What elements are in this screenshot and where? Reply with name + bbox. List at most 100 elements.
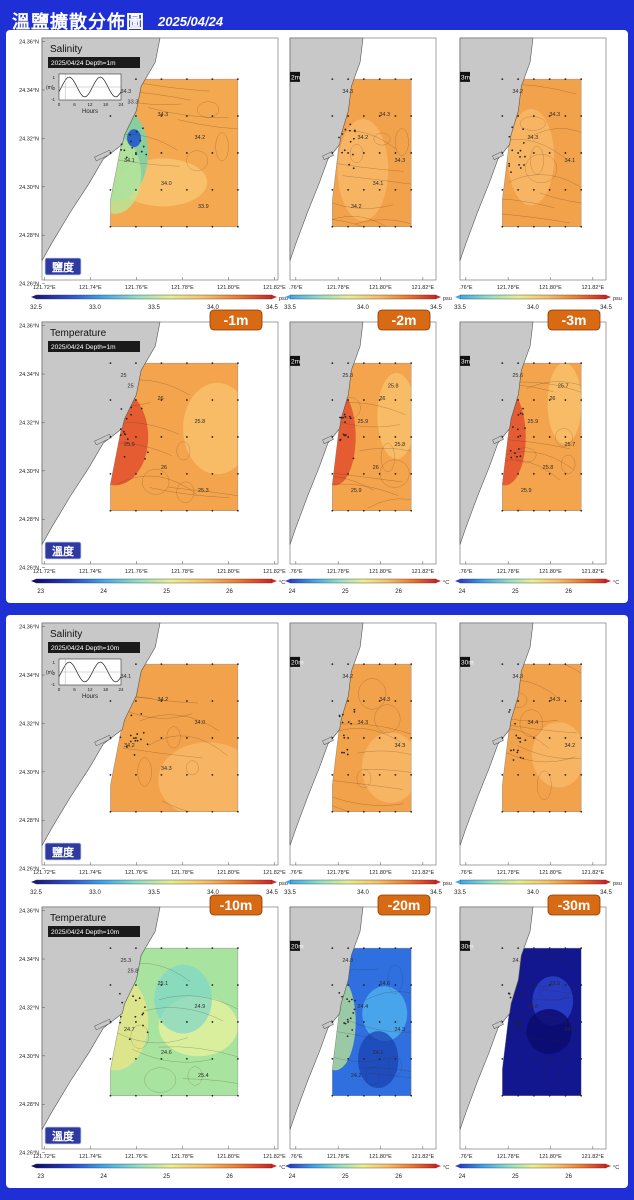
station-marker (211, 225, 214, 228)
station-marker (410, 810, 413, 813)
contour-line (347, 1019, 412, 1033)
contour-value-label: 34.3 (549, 697, 560, 703)
lat-tick-label: 24.32°N (19, 1005, 39, 1011)
station-marker (522, 128, 524, 131)
station-marker (186, 225, 188, 228)
station-marker (346, 1018, 349, 1021)
station-marker (394, 700, 397, 702)
colorbar-tick-label: 34.0 (357, 890, 369, 896)
station-marker (516, 455, 519, 458)
contour-value-label: 34.2 (194, 135, 205, 141)
lon-tick-label: 121.78°E (171, 285, 194, 291)
contour-line (539, 192, 582, 205)
station-marker (132, 737, 135, 740)
lon-tick-label: .76°E (289, 285, 303, 291)
station-marker (186, 984, 188, 986)
lon-tick-label: 121.72°E (33, 870, 56, 876)
station-marker (348, 1000, 351, 1003)
station-marker (211, 362, 214, 365)
contour-line (110, 93, 181, 105)
station-marker (362, 1021, 365, 1023)
station-marker (514, 452, 516, 455)
station-marker (236, 810, 239, 813)
station-marker (146, 451, 149, 454)
lat-tick-label: 24.32°N (19, 721, 39, 727)
station-marker (394, 1094, 397, 1097)
station-marker (109, 509, 112, 512)
station-marker (501, 509, 504, 512)
contour-value-label: 24.6 (379, 981, 390, 987)
lat-tick-label: 24.28°N (19, 1102, 39, 1108)
colorbar-unit: °C (279, 1165, 285, 1171)
lat-tick-label: 24.34°N (19, 88, 39, 94)
contour-value-label: 25.9 (358, 419, 369, 425)
lon-tick-label: 121.74°E (79, 870, 102, 876)
station-marker (378, 700, 381, 702)
contour-ring (144, 1067, 177, 1093)
contour-ring (536, 770, 552, 800)
station-marker (211, 399, 214, 401)
contour-ring (388, 1055, 402, 1077)
colorbar-unit: °C (279, 580, 285, 586)
station-marker (394, 362, 397, 365)
station-marker (135, 984, 137, 986)
station-marker (144, 1006, 146, 1009)
station-marker (109, 225, 112, 228)
station-marker (141, 1013, 144, 1016)
land-mass (459, 622, 534, 846)
lon-tick-label: 121.82°E (263, 870, 286, 876)
station-marker (501, 737, 504, 739)
station-marker (140, 407, 143, 410)
station-marker (160, 509, 163, 512)
contour-value-label: 24.3 (395, 1027, 406, 1033)
colorbar-tick-label: 24 (289, 1174, 296, 1180)
station-marker (347, 115, 350, 117)
colorbar-unit: psu (279, 881, 288, 887)
station-marker (135, 1021, 137, 1023)
station-marker (109, 436, 112, 438)
colorbar-unit: °C (443, 580, 449, 586)
station-marker (347, 399, 350, 401)
station-marker (517, 448, 520, 450)
contour-ring (197, 101, 220, 118)
station-marker (564, 152, 567, 154)
corner-depth-box (290, 355, 300, 366)
station-marker (519, 155, 521, 158)
contour-ring (365, 1066, 380, 1086)
station-marker (160, 225, 163, 228)
station-marker (135, 472, 137, 475)
lon-tick-label: .76°E (459, 569, 473, 575)
tide-x-tick: 6 (73, 687, 76, 692)
colorbar-tick-label: 34.0 (207, 305, 219, 311)
station-marker (509, 1038, 511, 1041)
lat-tick-label: 24.30°N (19, 770, 39, 776)
station-marker (109, 700, 112, 702)
station-marker (548, 1094, 551, 1097)
colorbar-tick-label: 24 (100, 589, 107, 595)
station-marker (343, 751, 345, 754)
station-marker (410, 436, 413, 438)
station-marker (236, 78, 239, 81)
map-title: Temperature (50, 328, 107, 339)
lon-tick-label: 121.82°E (263, 569, 286, 575)
lat-tick-label: 24.34°N (19, 673, 39, 679)
station-marker (331, 399, 334, 401)
breakwater (94, 433, 112, 446)
contour-line (332, 475, 374, 491)
contour-value-label: 25.8 (194, 419, 205, 425)
colorbar: 24 25 26 °C (455, 578, 619, 595)
field-blob (547, 363, 582, 444)
station-marker (135, 78, 137, 81)
station-marker (331, 115, 334, 117)
station-marker (135, 130, 138, 133)
colorbar-tick-label: 33.5 (454, 890, 466, 896)
colorbar-arrow-left (31, 880, 36, 884)
lon-tick-label: 121.78°E (497, 1154, 520, 1160)
station-marker (130, 406, 133, 409)
station-marker (564, 737, 567, 739)
station-marker (378, 509, 381, 512)
station-marker (109, 984, 112, 986)
